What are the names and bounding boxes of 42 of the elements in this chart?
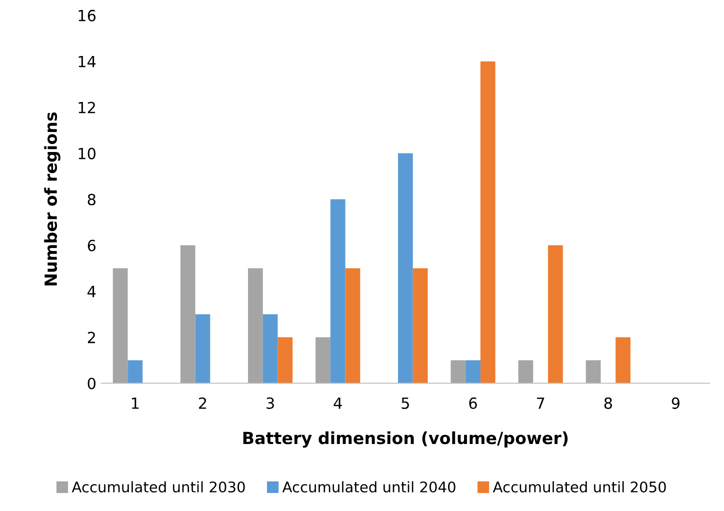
y-tick-label: 14 bbox=[78, 56, 96, 68]
y-tick-label: 12 bbox=[78, 102, 95, 114]
bar bbox=[112, 268, 128, 384]
bar bbox=[412, 268, 428, 384]
x-tick-label: 9 bbox=[672, 397, 680, 409]
bar bbox=[450, 360, 466, 384]
legend-label: Accumulated until 2030 bbox=[72, 481, 245, 492]
bar bbox=[195, 314, 210, 384]
y-tick-label: 2 bbox=[88, 332, 95, 344]
y-tick-label: 4 bbox=[88, 286, 96, 298]
y-tick-label: 10 bbox=[78, 148, 96, 160]
bar bbox=[330, 199, 346, 384]
legend-label: Accumulated until 2050 bbox=[492, 481, 666, 492]
bar bbox=[345, 268, 360, 384]
x-tick-label: 6 bbox=[469, 397, 477, 409]
x-tick-label: 5 bbox=[402, 398, 409, 409]
x-tick-label: 1 bbox=[132, 398, 139, 409]
bar bbox=[466, 360, 480, 384]
bar bbox=[180, 245, 196, 384]
bar bbox=[316, 337, 330, 384]
x-tick-label: 7 bbox=[536, 398, 544, 409]
bar bbox=[518, 360, 534, 384]
bar bbox=[616, 337, 630, 384]
y-axis-title: Number of regions bbox=[44, 112, 60, 286]
bar bbox=[278, 337, 293, 384]
x-axis-title: Battery dimension (volume/power) bbox=[243, 431, 568, 448]
y-tick-label: 0 bbox=[88, 378, 96, 390]
bar bbox=[128, 360, 143, 384]
x-tick-label: 2 bbox=[198, 397, 206, 409]
x-tick-label: 3 bbox=[266, 397, 274, 409]
bar bbox=[262, 314, 278, 384]
bar bbox=[548, 245, 563, 384]
bar bbox=[586, 360, 601, 384]
x-tick-label: 4 bbox=[334, 398, 342, 409]
y-tick-label: 6 bbox=[88, 240, 96, 252]
legend-label: Accumulated until 2040 bbox=[282, 481, 456, 492]
y-tick-label: 16 bbox=[78, 10, 96, 22]
y-tick-label: 8 bbox=[88, 194, 96, 206]
bar bbox=[398, 153, 413, 384]
bar bbox=[248, 268, 263, 384]
x-tick-label: 8 bbox=[604, 397, 612, 409]
bar bbox=[480, 61, 496, 384]
